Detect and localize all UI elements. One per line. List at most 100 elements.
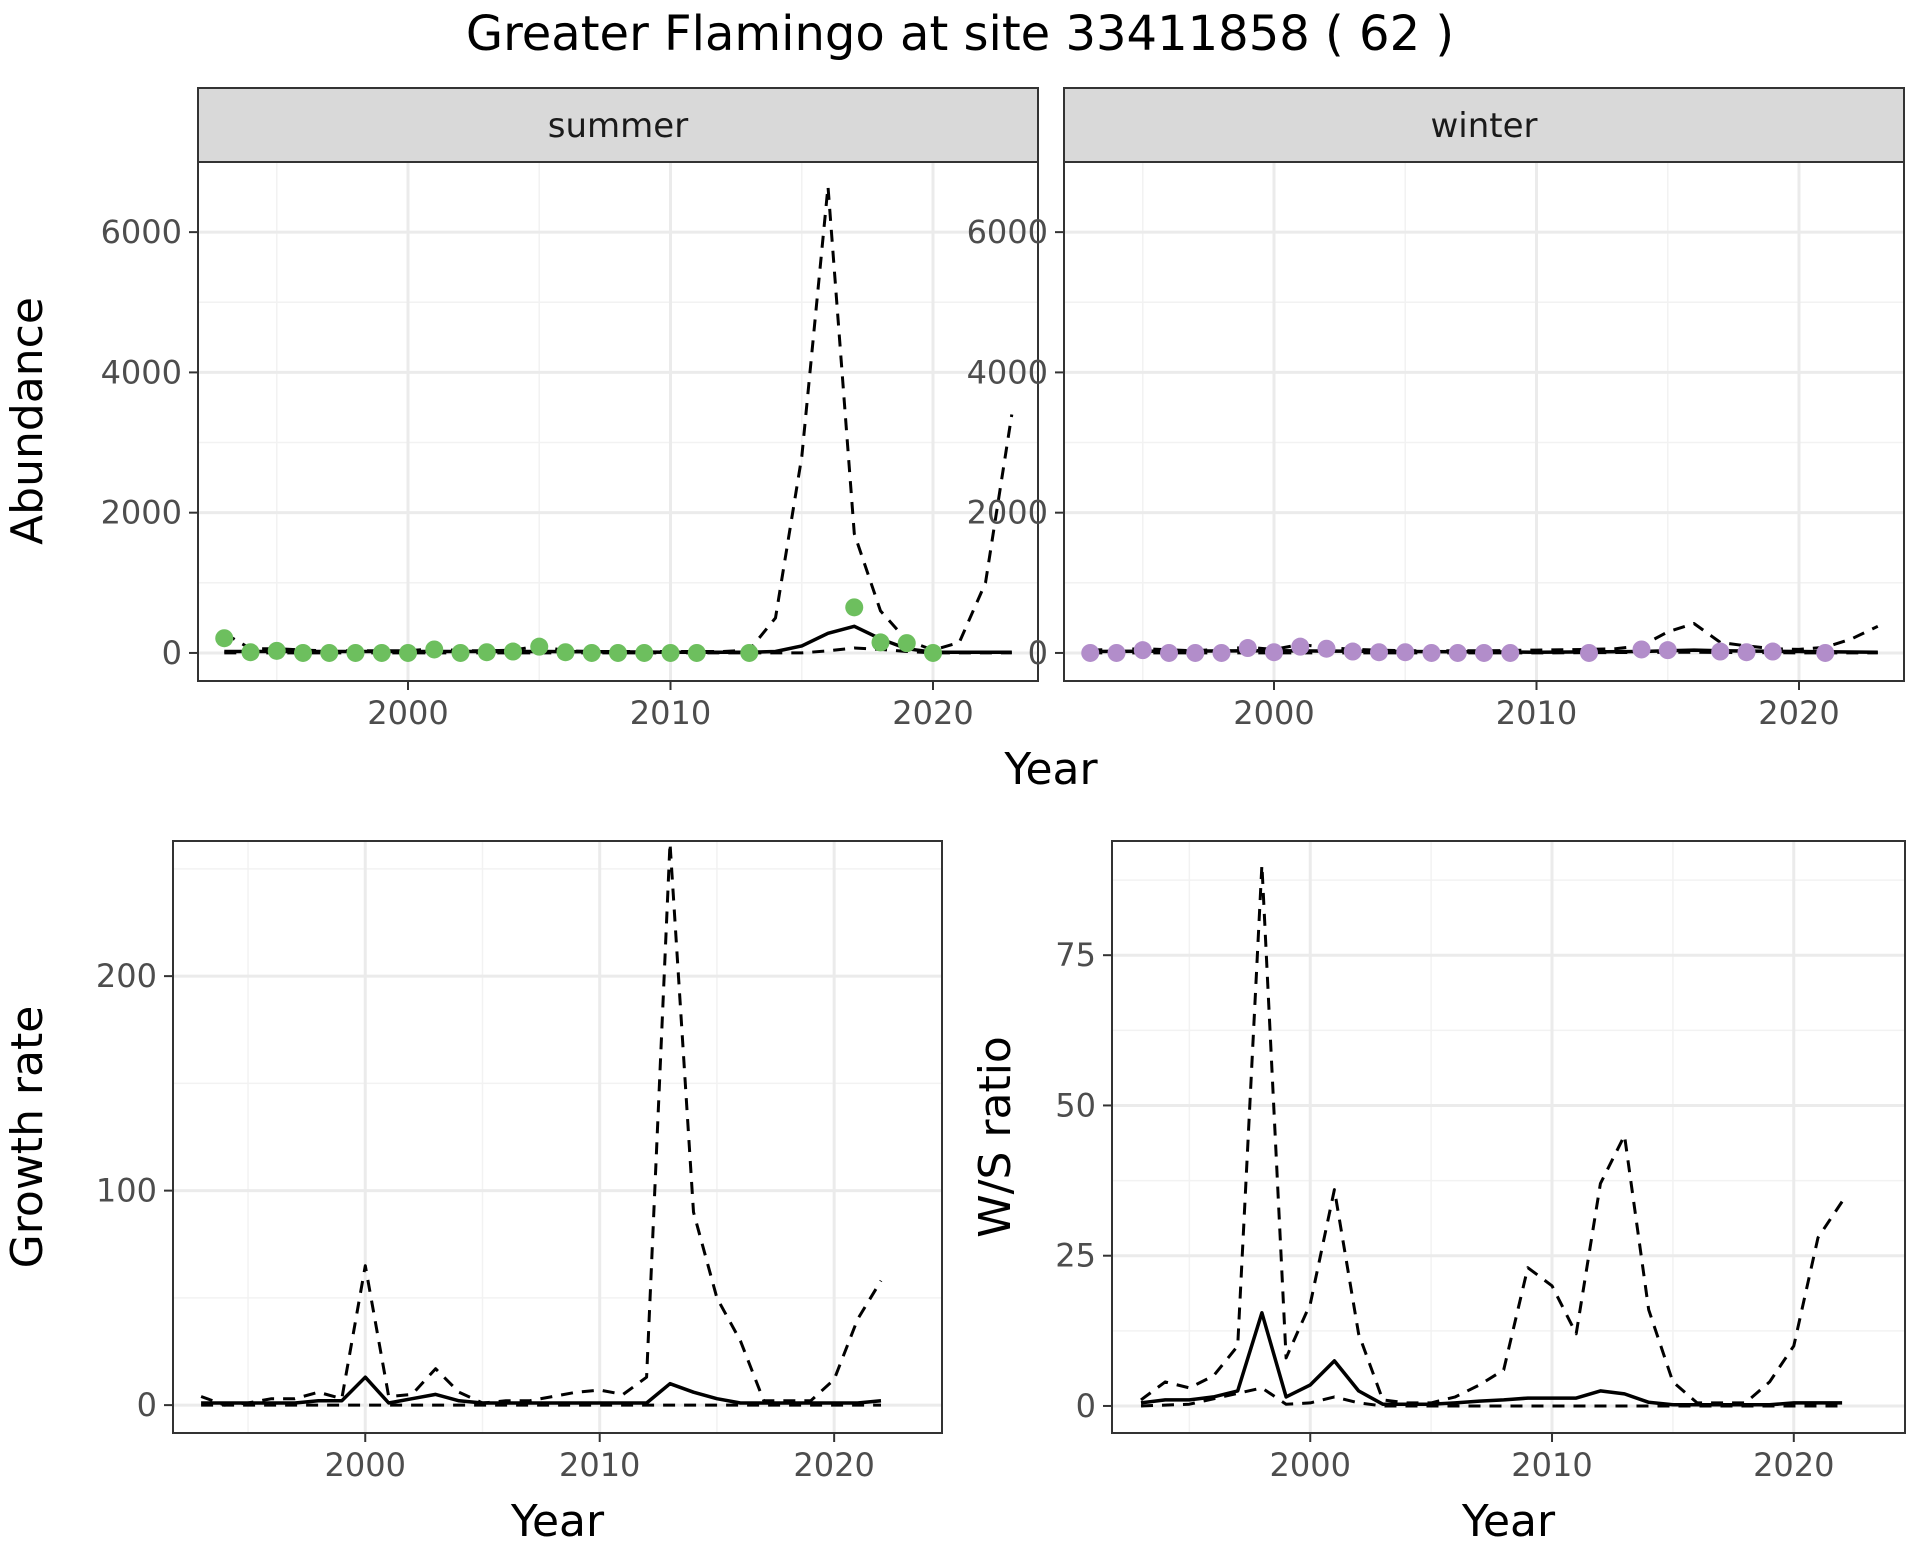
x-tick-label: 2020 xyxy=(1758,694,1839,732)
panel-border xyxy=(1111,840,1906,1434)
data-point xyxy=(687,643,706,662)
x-axis-title: Year xyxy=(1461,1496,1556,1547)
data-point xyxy=(1107,643,1126,662)
data-point xyxy=(1816,643,1835,662)
figure-title: Greater Flamingo at site 33411858 ( 62 ) xyxy=(465,6,1455,62)
data-point xyxy=(1212,643,1231,662)
data-point xyxy=(1396,643,1415,662)
panel-border xyxy=(172,840,943,1434)
y-tick-label: 2000 xyxy=(101,494,182,532)
series-estimate-line xyxy=(1090,648,1878,654)
data-point xyxy=(1081,643,1100,662)
data-point xyxy=(1501,643,1520,662)
data-point xyxy=(635,643,654,662)
facet-strip-label: summer xyxy=(548,106,688,146)
x-tick-label: 2020 xyxy=(1753,1446,1834,1484)
data-point xyxy=(661,643,680,662)
facet-strip-label: winter xyxy=(1430,106,1537,146)
data-point xyxy=(1238,639,1257,658)
data-point xyxy=(1343,642,1362,661)
y-tick-label: 2000 xyxy=(967,494,1048,532)
data-point xyxy=(1317,639,1336,658)
data-point xyxy=(372,643,391,662)
data-point xyxy=(530,637,549,656)
data-point xyxy=(1265,643,1283,662)
data-point xyxy=(1160,643,1178,662)
data-point xyxy=(1763,642,1782,661)
series-upper-line xyxy=(1090,622,1879,653)
y-axis-title: Abundance xyxy=(2,297,53,545)
data-point xyxy=(451,643,470,662)
data-point xyxy=(241,643,260,662)
data-point xyxy=(477,643,496,662)
data-point xyxy=(1632,640,1651,659)
x-axis-title: Year xyxy=(510,1496,605,1547)
facet-strip xyxy=(1063,87,1905,163)
x-tick-label: 2010 xyxy=(559,1446,640,1484)
data-point xyxy=(1737,643,1756,662)
plot-background xyxy=(198,162,1038,681)
y-tick-label: 0 xyxy=(137,1386,157,1424)
data-point xyxy=(609,643,627,662)
x-tick-label: 2010 xyxy=(1511,1446,1592,1484)
data-point xyxy=(845,598,864,617)
y-axis-title: W/S ratio xyxy=(970,1036,1021,1238)
y-tick-label: 4000 xyxy=(967,353,1048,391)
y-tick-label: 4000 xyxy=(101,353,182,391)
data-point xyxy=(582,643,601,662)
data-point xyxy=(1711,642,1730,661)
data-point xyxy=(1186,643,1205,662)
plot-background xyxy=(173,841,942,1433)
x-tick-label: 2000 xyxy=(325,1446,406,1484)
y-tick-label: 75 xyxy=(1055,936,1096,974)
data-point xyxy=(897,634,916,653)
data-point xyxy=(1133,641,1152,660)
data-point xyxy=(425,640,444,659)
y-tick-label: 0 xyxy=(1076,1387,1096,1425)
x-tick-label: 2000 xyxy=(367,694,448,732)
data-point xyxy=(556,643,575,662)
x-tick-label: 2010 xyxy=(630,694,711,732)
x-tick-label: 2020 xyxy=(892,694,973,732)
series-upper-line xyxy=(200,841,883,1407)
data-point xyxy=(294,643,312,662)
data-point xyxy=(871,633,890,652)
y-tick-label: 0 xyxy=(162,634,182,672)
data-point xyxy=(924,643,942,662)
panel-3: 2000 2010 2020 0 100 200 Growth rate Year xyxy=(2,840,943,1547)
x-axis-title-top: Year xyxy=(1003,744,1098,795)
data-point xyxy=(504,642,522,661)
y-tick-label: 6000 xyxy=(967,213,1048,251)
y-axis-title: Growth rate xyxy=(2,1006,53,1269)
y-tick-label: 100 xyxy=(96,1172,157,1210)
y-tick-label: 0 xyxy=(1028,634,1048,672)
data-point xyxy=(1291,637,1310,656)
x-tick-label: 2000 xyxy=(1270,1446,1351,1484)
panel-4: 2000 2010 2020 0 25 50 75 W/S ratio Year xyxy=(970,840,1906,1547)
data-point xyxy=(320,643,339,662)
data-point xyxy=(399,643,417,662)
plot-background xyxy=(1064,162,1904,681)
facet-strip xyxy=(197,87,1039,163)
x-tick-label: 2010 xyxy=(1496,694,1577,732)
data-point xyxy=(740,643,759,662)
data-point xyxy=(1448,643,1467,662)
data-point xyxy=(1658,641,1677,660)
data-point xyxy=(267,641,286,660)
data-point xyxy=(1580,643,1598,662)
x-tick-label: 2000 xyxy=(1233,694,1314,732)
data-point xyxy=(346,643,365,662)
y-tick-label: 25 xyxy=(1055,1237,1096,1275)
panel-2: winter 2000 2010 2020 0 2000 4000 6000 xyxy=(967,87,1905,732)
series-upper-line xyxy=(1140,863,1844,1405)
plot-background xyxy=(1112,841,1905,1433)
y-tick-label: 6000 xyxy=(101,213,182,251)
panel-1: summer 2000 2010 2020 0 2000 4000 6000 Abundance xyxy=(2,87,1039,732)
y-tick-label: 50 xyxy=(1055,1086,1096,1124)
data-point xyxy=(1475,643,1493,662)
data-point xyxy=(1422,643,1441,662)
series-lower-line xyxy=(1140,1386,1843,1408)
series-estimate-line xyxy=(201,1375,882,1405)
data-point xyxy=(1370,643,1388,662)
